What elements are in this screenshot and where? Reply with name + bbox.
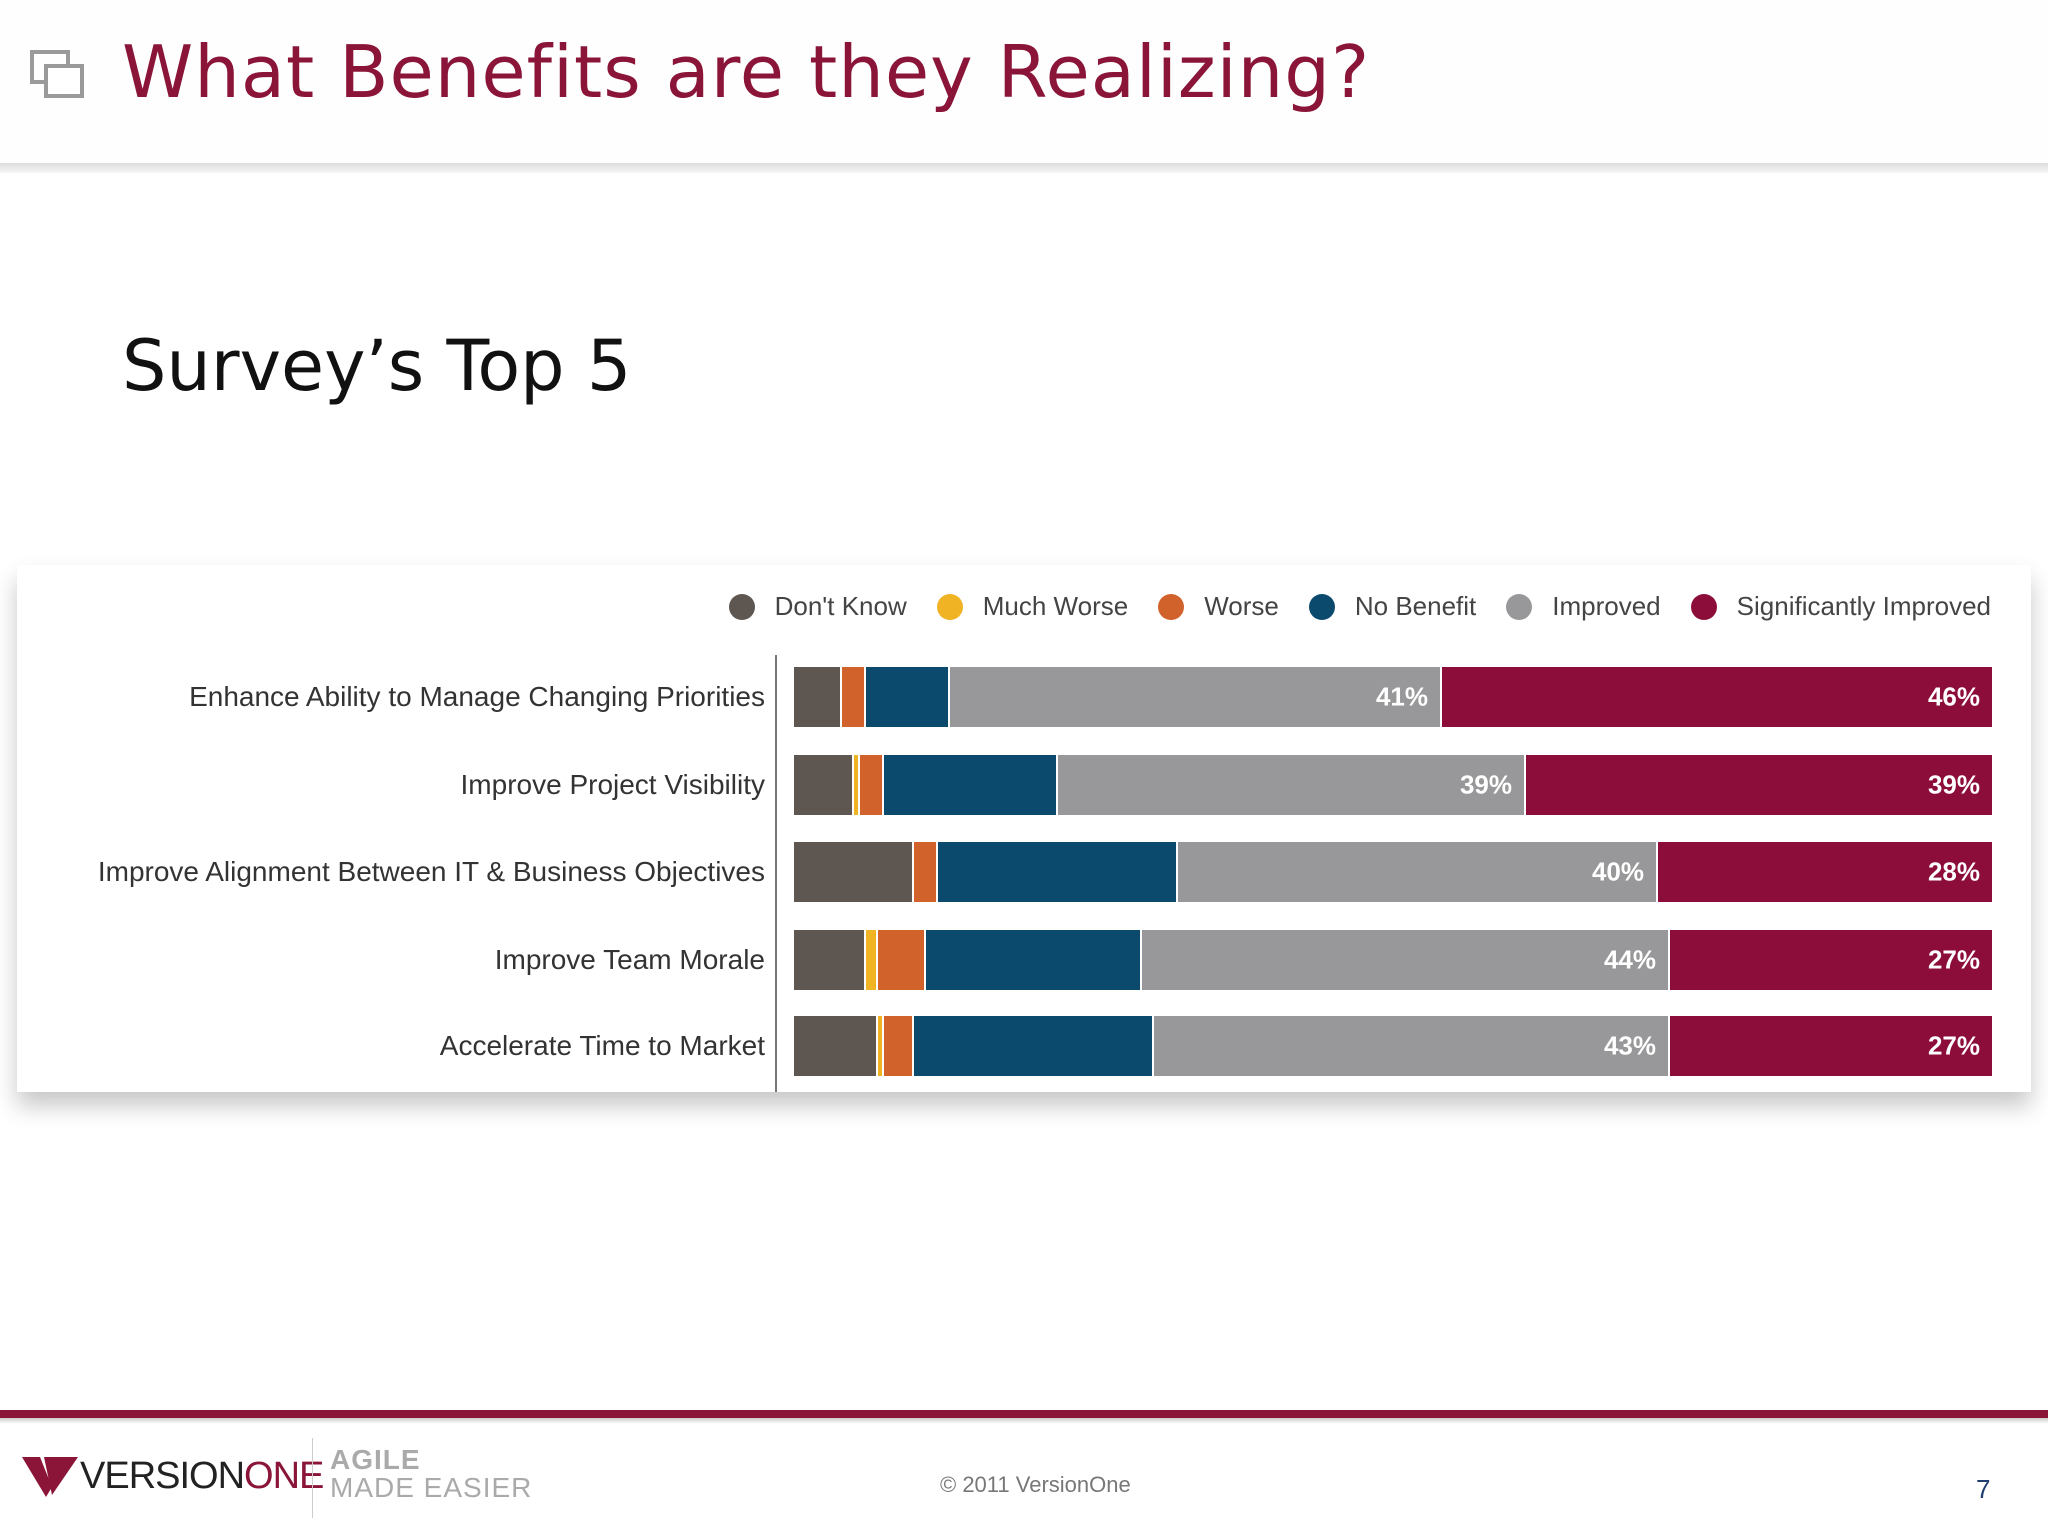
logo-text: VERSIONONE bbox=[80, 1455, 324, 1498]
bar-segment bbox=[1058, 755, 1526, 815]
bar-value-label: 27% bbox=[1927, 1030, 1980, 1061]
chart-panel: Don't Know Much Worse Worse No Benefit Impro… bbox=[17, 565, 2031, 1092]
stacked-bars: 41% 46% 39% 39% 40% 28% 44% 27% 43% 27% bbox=[794, 565, 1994, 1092]
legend-swatch bbox=[728, 593, 755, 620]
legend-swatch bbox=[1690, 593, 1717, 620]
bar-segment bbox=[1178, 842, 1658, 902]
bar-segment bbox=[794, 930, 866, 990]
legend-label: Much Worse bbox=[982, 591, 1129, 621]
legend-item: Don't Know bbox=[728, 591, 907, 622]
chart-legend: Don't Know Much Worse Worse No Benefit Impro… bbox=[699, 591, 1991, 622]
bar-value-label: 27% bbox=[1927, 944, 1980, 975]
bar-segment bbox=[1670, 1016, 1994, 1076]
category-label: Accelerate Time to Market bbox=[439, 1030, 765, 1061]
bar-segment bbox=[914, 1016, 1154, 1076]
bar-segment bbox=[794, 842, 914, 902]
bar-value-label: 39% bbox=[1927, 769, 1980, 800]
legend-label: Don't Know bbox=[774, 591, 907, 621]
bar-segment bbox=[878, 1016, 884, 1076]
legend-item: Improved bbox=[1506, 591, 1661, 622]
page-number: 7 bbox=[1976, 1474, 1991, 1504]
legend-swatch bbox=[1506, 593, 1533, 620]
legend-item: Worse bbox=[1158, 591, 1279, 622]
category-label: Improve Alignment Between IT & Business … bbox=[97, 856, 765, 887]
legend-label: No Benefit bbox=[1354, 591, 1477, 621]
footer-shadow bbox=[0, 1418, 2048, 1424]
bar-segment bbox=[938, 842, 1178, 902]
category-label: Improve Team Morale bbox=[494, 944, 765, 975]
category-label: Improve Project Visibility bbox=[460, 769, 765, 800]
bar-segment bbox=[926, 930, 1142, 990]
bar-value-label: 46% bbox=[1927, 681, 1980, 712]
category-label: Enhance Ability to Manage Changing Prior… bbox=[189, 681, 765, 712]
legend-label: Improved bbox=[1552, 591, 1661, 621]
legend-label: Significantly Improved bbox=[1736, 591, 1991, 621]
header-divider bbox=[0, 163, 2048, 173]
versionone-logo: VERSIONONE bbox=[22, 1455, 324, 1498]
bar-segment bbox=[884, 755, 1058, 815]
bar-segment bbox=[914, 842, 938, 902]
chart-axis-line bbox=[775, 655, 777, 1092]
tagline: AGILE MADE EASIER bbox=[330, 1446, 532, 1502]
legend-swatch bbox=[1158, 593, 1185, 620]
bar-segment bbox=[866, 667, 950, 727]
copyright: © 2011 VersionOne bbox=[940, 1472, 1131, 1497]
slide-subtitle: Survey’s Top 5 bbox=[122, 325, 632, 407]
slide-header bbox=[0, 0, 2048, 165]
logo-divider bbox=[312, 1438, 313, 1518]
bar-segment bbox=[794, 667, 842, 727]
legend-item: No Benefit bbox=[1308, 591, 1477, 622]
logo-text-version: VERSION bbox=[80, 1455, 245, 1497]
bar-segment bbox=[854, 755, 860, 815]
logo-text-one: ONE bbox=[244, 1455, 324, 1497]
slides-icon bbox=[30, 50, 84, 98]
bar-segment bbox=[884, 1016, 914, 1076]
bar-segment bbox=[878, 930, 926, 990]
bar-segment bbox=[794, 1016, 878, 1076]
legend-swatch bbox=[936, 593, 963, 620]
bar-segment bbox=[794, 755, 854, 815]
legend-item: Significantly Improved bbox=[1690, 591, 1991, 622]
bar-segment bbox=[1670, 930, 1994, 990]
bar-segment bbox=[842, 667, 866, 727]
slide-title: What Benefits are they Realizing? bbox=[122, 30, 1371, 114]
bar-value-label: 41% bbox=[1375, 681, 1428, 712]
bar-value-label: 43% bbox=[1603, 1030, 1656, 1061]
bar-value-label: 39% bbox=[1459, 769, 1512, 800]
tagline-line2: MADE EASIER bbox=[330, 1472, 533, 1503]
footer-divider bbox=[0, 1410, 2048, 1418]
bar-segment bbox=[1442, 667, 1994, 727]
versionone-v-icon bbox=[22, 1456, 78, 1497]
bar-value-label: 44% bbox=[1603, 944, 1656, 975]
bar-value-label: 28% bbox=[1927, 856, 1980, 887]
bar-segment bbox=[1526, 755, 1994, 815]
bar-value-label: 40% bbox=[1591, 856, 1644, 887]
bar-segment bbox=[1142, 930, 1670, 990]
bar-segment bbox=[1154, 1016, 1670, 1076]
bar-segment bbox=[950, 667, 1442, 727]
bar-segment bbox=[866, 930, 878, 990]
bar-segment bbox=[1658, 842, 1994, 902]
legend-label: Worse bbox=[1204, 591, 1279, 621]
legend-swatch bbox=[1308, 593, 1335, 620]
legend-item: Much Worse bbox=[936, 591, 1129, 622]
tagline-line1: AGILE bbox=[330, 1444, 421, 1475]
bar-segment bbox=[860, 755, 884, 815]
